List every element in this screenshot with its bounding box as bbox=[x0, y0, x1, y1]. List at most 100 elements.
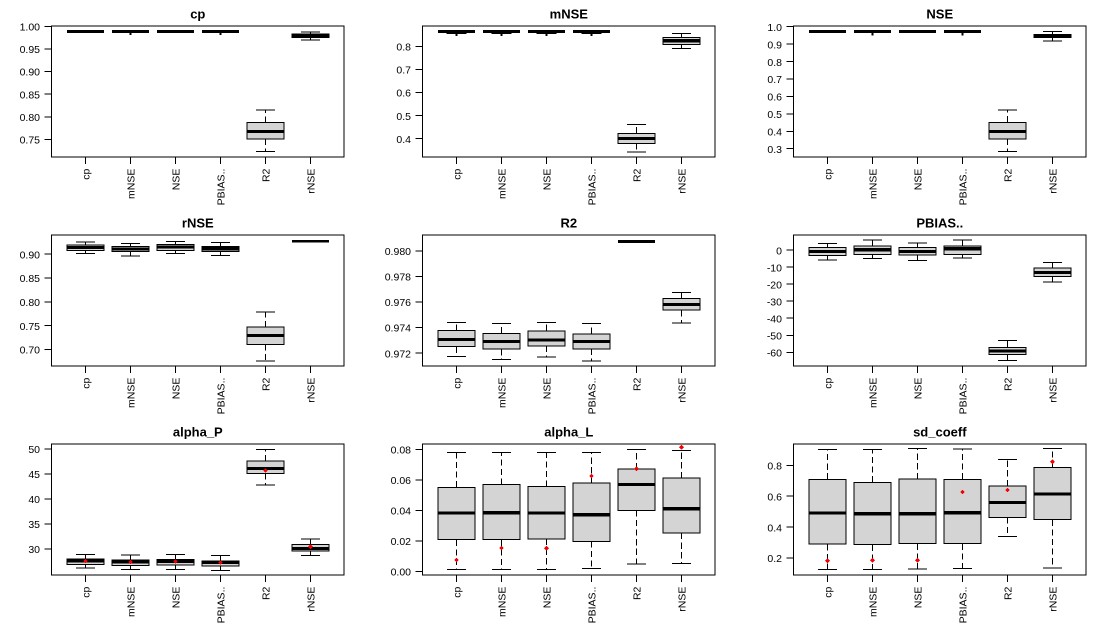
svg-text:PBIAS..: PBIAS.. bbox=[957, 169, 969, 206]
svg-text:R2: R2 bbox=[1002, 586, 1014, 600]
svg-text:R2: R2 bbox=[260, 168, 272, 182]
svg-text:alpha_P: alpha_P bbox=[173, 425, 223, 440]
svg-text:PBIAS..: PBIAS.. bbox=[215, 169, 227, 206]
svg-text:cp: cp bbox=[190, 7, 205, 22]
svg-text:sd_coeff: sd_coeff bbox=[913, 425, 967, 440]
svg-text:0.8: 0.8 bbox=[396, 42, 411, 54]
svg-text:mNSE: mNSE bbox=[125, 169, 137, 199]
svg-text:0.75: 0.75 bbox=[20, 135, 41, 147]
svg-text:PBIAS..: PBIAS.. bbox=[957, 587, 969, 624]
svg-text:0.978: 0.978 bbox=[385, 272, 411, 284]
svg-text:PBIAS..: PBIAS.. bbox=[215, 378, 227, 415]
svg-text:cp: cp bbox=[80, 377, 92, 388]
svg-text:rNSE: rNSE bbox=[1047, 169, 1059, 194]
svg-text:mNSE: mNSE bbox=[125, 378, 137, 408]
svg-text:PBIAS..: PBIAS.. bbox=[586, 378, 598, 415]
svg-text:0.85: 0.85 bbox=[20, 89, 41, 101]
svg-text:NSE: NSE bbox=[926, 7, 953, 22]
svg-text:40: 40 bbox=[28, 494, 40, 506]
svg-text:50: 50 bbox=[28, 444, 40, 456]
svg-text:R2: R2 bbox=[1002, 377, 1014, 391]
svg-text:mNSE: mNSE bbox=[496, 169, 508, 199]
svg-text:0.976: 0.976 bbox=[385, 297, 411, 309]
svg-text:cp: cp bbox=[822, 586, 834, 597]
svg-text:R2: R2 bbox=[260, 586, 272, 600]
svg-text:NSE: NSE bbox=[541, 587, 553, 609]
svg-text:0.980: 0.980 bbox=[385, 246, 411, 258]
svg-text:R2: R2 bbox=[631, 377, 643, 391]
svg-text:R2: R2 bbox=[560, 216, 577, 231]
svg-text:45: 45 bbox=[28, 469, 40, 481]
svg-text:0.8: 0.8 bbox=[767, 461, 782, 473]
svg-text:NSE: NSE bbox=[541, 169, 553, 191]
svg-text:R2: R2 bbox=[631, 586, 643, 600]
svg-text:0.8: 0.8 bbox=[767, 57, 782, 69]
svg-text:NSE: NSE bbox=[170, 587, 182, 609]
svg-text:-50: -50 bbox=[767, 331, 782, 343]
svg-text:0.85: 0.85 bbox=[20, 273, 41, 285]
svg-text:0.04: 0.04 bbox=[391, 506, 412, 518]
svg-text:0.9: 0.9 bbox=[767, 39, 782, 51]
svg-text:-10: -10 bbox=[767, 262, 782, 274]
svg-text:0.90: 0.90 bbox=[20, 249, 41, 261]
svg-text:-20: -20 bbox=[767, 279, 782, 291]
svg-text:0.90: 0.90 bbox=[20, 67, 41, 79]
svg-text:0.7: 0.7 bbox=[396, 65, 411, 77]
svg-text:rNSE: rNSE bbox=[676, 169, 688, 194]
svg-text:rNSE: rNSE bbox=[305, 378, 317, 403]
svg-text:PBIAS..: PBIAS.. bbox=[586, 169, 598, 206]
svg-text:cp: cp bbox=[451, 377, 463, 388]
svg-text:rNSE: rNSE bbox=[676, 378, 688, 403]
svg-text:-40: -40 bbox=[767, 313, 782, 325]
svg-text:0.7: 0.7 bbox=[767, 74, 782, 86]
svg-text:0.5: 0.5 bbox=[396, 111, 411, 123]
svg-text:cp: cp bbox=[451, 168, 463, 179]
svg-text:0.4: 0.4 bbox=[767, 522, 782, 534]
svg-text:NSE: NSE bbox=[912, 378, 924, 400]
svg-text:0.80: 0.80 bbox=[20, 297, 41, 309]
svg-text:0.70: 0.70 bbox=[20, 345, 41, 357]
svg-text:mNSE: mNSE bbox=[125, 587, 137, 617]
svg-text:0.95: 0.95 bbox=[20, 44, 41, 56]
svg-text:0.6: 0.6 bbox=[767, 92, 782, 104]
svg-text:R2: R2 bbox=[631, 168, 643, 182]
svg-text:PBIAS..: PBIAS.. bbox=[215, 587, 227, 624]
svg-text:NSE: NSE bbox=[912, 169, 924, 191]
svg-text:cp: cp bbox=[80, 168, 92, 179]
svg-text:0.6: 0.6 bbox=[396, 88, 411, 100]
svg-text:PBIAS..: PBIAS.. bbox=[957, 378, 969, 415]
svg-text:0.5: 0.5 bbox=[767, 109, 782, 121]
svg-text:NSE: NSE bbox=[541, 378, 553, 400]
svg-text:NSE: NSE bbox=[912, 587, 924, 609]
svg-text:0.972: 0.972 bbox=[385, 348, 411, 360]
svg-text:cp: cp bbox=[80, 586, 92, 597]
svg-text:0.6: 0.6 bbox=[767, 491, 782, 503]
svg-text:cp: cp bbox=[822, 168, 834, 179]
svg-text:0.08: 0.08 bbox=[391, 445, 412, 457]
svg-text:rNSE: rNSE bbox=[676, 587, 688, 612]
svg-text:1.00: 1.00 bbox=[20, 22, 41, 34]
svg-text:R2: R2 bbox=[1002, 168, 1014, 182]
svg-text:rNSE: rNSE bbox=[182, 216, 214, 231]
svg-text:0.4: 0.4 bbox=[767, 127, 782, 139]
svg-text:cp: cp bbox=[822, 377, 834, 388]
svg-text:0.3: 0.3 bbox=[767, 144, 782, 156]
svg-text:mNSE: mNSE bbox=[550, 7, 589, 22]
svg-text:1.0: 1.0 bbox=[767, 22, 782, 34]
svg-text:NSE: NSE bbox=[170, 169, 182, 191]
svg-text:30: 30 bbox=[28, 544, 40, 556]
svg-text:cp: cp bbox=[451, 586, 463, 597]
svg-text:PBIAS..: PBIAS.. bbox=[586, 587, 598, 624]
svg-text:mNSE: mNSE bbox=[496, 378, 508, 408]
svg-text:-60: -60 bbox=[767, 348, 782, 360]
svg-text:rNSE: rNSE bbox=[1047, 378, 1059, 403]
svg-text:mNSE: mNSE bbox=[496, 587, 508, 617]
svg-text:0.974: 0.974 bbox=[385, 323, 411, 335]
svg-text:rNSE: rNSE bbox=[1047, 587, 1059, 612]
svg-text:R2: R2 bbox=[260, 377, 272, 391]
svg-text:0.75: 0.75 bbox=[20, 321, 41, 333]
svg-text:-30: -30 bbox=[767, 296, 782, 308]
svg-text:mNSE: mNSE bbox=[867, 587, 879, 617]
svg-text:mNSE: mNSE bbox=[867, 378, 879, 408]
svg-text:35: 35 bbox=[28, 519, 40, 531]
